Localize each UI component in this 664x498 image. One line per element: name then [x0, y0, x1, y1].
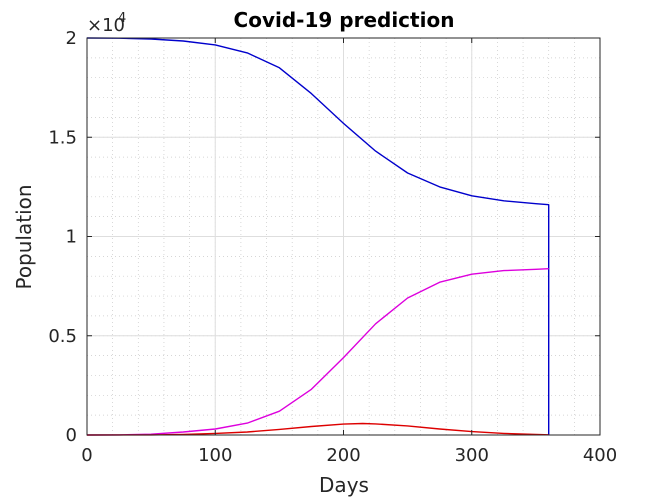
x-tick-label: 100	[198, 445, 232, 466]
y-axis-exponent-power: 4	[118, 11, 126, 26]
y-tick-label: 0.5	[48, 326, 77, 347]
x-tick-label: 300	[455, 445, 489, 466]
y-tick-label: 0	[66, 425, 77, 446]
x-tick-label: 200	[326, 445, 360, 466]
y-axis-exponent-base: ×10	[87, 15, 125, 36]
y-axis-label: Population	[12, 184, 36, 289]
y-tick-label: 2	[66, 28, 77, 49]
x-tick-label: 400	[583, 445, 617, 466]
ticks: 0 100 200 300 400 0 0.5 1 1.5 2	[48, 28, 617, 466]
series-layer	[86, 37, 550, 436]
chart-title: Covid-19 prediction	[234, 8, 455, 32]
grid	[86, 37, 601, 436]
series-line-red	[86, 422, 549, 436]
x-axis-label: Days	[319, 473, 369, 497]
x-tick-label: 0	[81, 445, 92, 466]
y-tick-label: 1	[66, 227, 77, 248]
y-tick-label: 1.5	[48, 127, 77, 148]
series-line-magenta	[86, 268, 549, 436]
series-line-blue	[86, 37, 550, 435]
